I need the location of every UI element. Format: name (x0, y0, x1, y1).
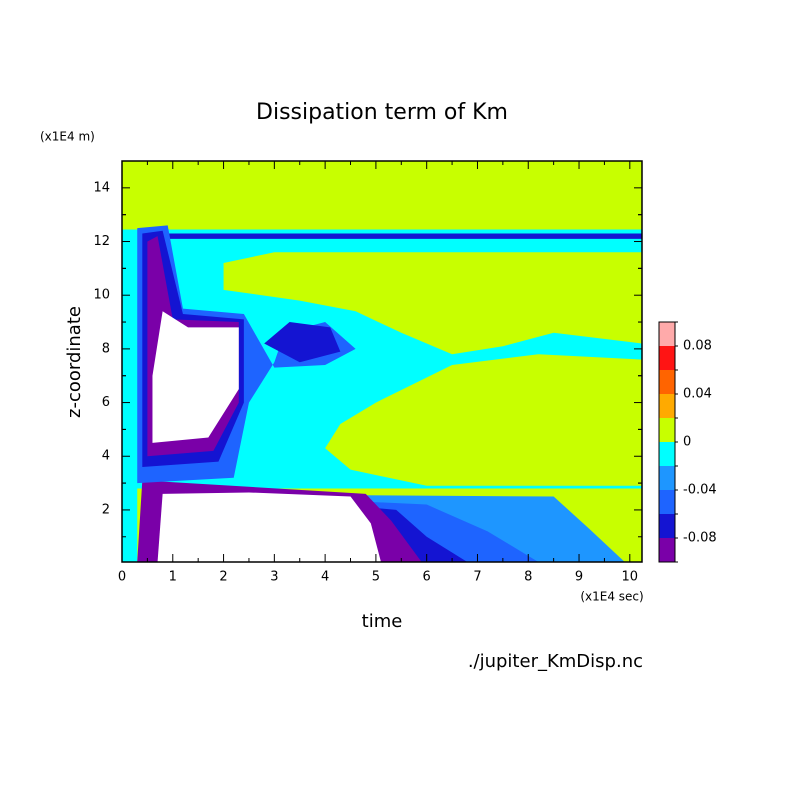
x-tick-label: 9 (575, 570, 583, 585)
contour-region (325, 354, 642, 486)
contour-region (152, 311, 239, 443)
colorbar-swatch (659, 418, 675, 442)
x-tick-label: 10 (622, 570, 639, 585)
colorbar-label: -0.08 (683, 531, 717, 546)
y-tick-label: 12 (93, 234, 110, 249)
y-tick-label: 6 (102, 395, 110, 410)
y-tick-label: 14 (93, 180, 110, 195)
contour-region (264, 322, 341, 363)
x-tick-label: 7 (473, 570, 481, 585)
colorbar-swatch (659, 466, 675, 490)
y-unit: (x1E4 m) (40, 130, 95, 144)
plot-frame (121, 160, 643, 563)
colorbar-swatch (659, 538, 675, 562)
x-tick-label: 3 (270, 570, 278, 585)
contour-region (147, 233, 642, 239)
y-axis-label: z-coordinate (64, 306, 85, 418)
chart-title: Dissipation term of Km (256, 100, 508, 125)
colorbar-swatch (659, 394, 675, 418)
colorbar-swatch (659, 490, 675, 514)
x-tick-label: 2 (219, 570, 227, 585)
x-axis-label: time (362, 611, 403, 632)
colorbar-swatch (659, 514, 675, 538)
y-tick-label: 2 (102, 502, 110, 517)
colorbar-swatch (659, 442, 675, 466)
colorbar-swatch (659, 322, 675, 346)
x-tick-label: 1 (169, 570, 177, 585)
contour-region (223, 252, 642, 355)
colorbar-label: 0.04 (683, 387, 712, 402)
contour-region (157, 492, 381, 562)
colorbar-swatch (659, 346, 675, 370)
y-tick-label: 4 (102, 449, 110, 464)
colorbar-swatch (659, 370, 675, 394)
x-tick-label: 6 (423, 570, 431, 585)
colorbar-label: -0.04 (683, 483, 717, 498)
colorbar-label: 0 (683, 435, 691, 450)
x-tick-label: 5 (372, 570, 380, 585)
y-tick-label: 10 (93, 288, 110, 303)
x-tick-label: 0 (118, 570, 126, 585)
x-unit: (x1E4 sec) (580, 590, 643, 604)
x-tick-label: 4 (321, 570, 329, 585)
x-tick-label: 8 (524, 570, 532, 585)
y-tick-label: 8 (102, 341, 110, 356)
footer: ./jupiter_KmDisp.nc (468, 651, 643, 672)
colorbar-label: 0.08 (683, 339, 712, 354)
